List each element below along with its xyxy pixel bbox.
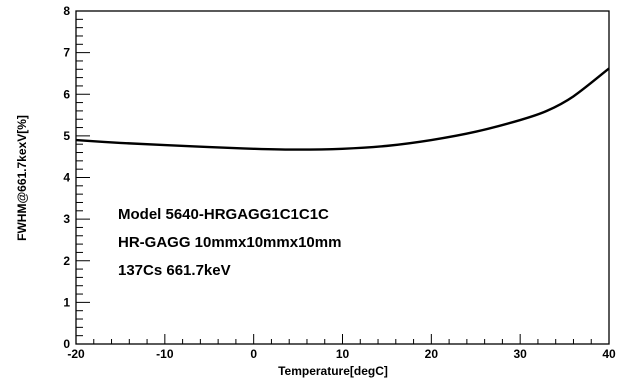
y-tick-label: 2: [63, 254, 70, 268]
y-tick-label: 6: [63, 87, 70, 101]
y-axis-title: FWHM@661.7kexV[%]: [15, 115, 29, 241]
axis-ticks: -20 -10 0 10 20 30 40 0 1 2 3 4 5 6 7 8: [63, 4, 616, 361]
annotation-line-3: 137Cs 661.7keV: [118, 262, 231, 279]
series-line: [75, 67, 610, 151]
x-tick-label: 0: [250, 347, 257, 361]
y-tick-label: 0: [63, 337, 70, 351]
x-tick-label: 40: [602, 347, 616, 361]
x-tick-label: 10: [336, 347, 350, 361]
y-tick-label: 3: [63, 212, 70, 226]
series-group: [75, 67, 610, 151]
y-tick-label: 8: [63, 4, 70, 18]
annotation-line-2: HR-GAGG 10mmx10mmx10mm: [118, 234, 341, 251]
x-tick-label: 30: [513, 347, 527, 361]
x-axis-title: Temperature[degC]: [278, 364, 388, 378]
y-tick-label: 1: [63, 295, 70, 309]
y-tick-label: 7: [63, 46, 70, 60]
plot-frame: [75, 10, 610, 345]
x-tick-label: -20: [67, 347, 85, 361]
x-tick-label: 20: [425, 347, 439, 361]
x-tick-label: -10: [156, 347, 174, 361]
y-tick-label: 5: [63, 129, 70, 143]
annotation-line-1: Model 5640-HRGAGG1C1C1C: [118, 206, 329, 223]
y-tick-label: 4: [63, 171, 70, 185]
